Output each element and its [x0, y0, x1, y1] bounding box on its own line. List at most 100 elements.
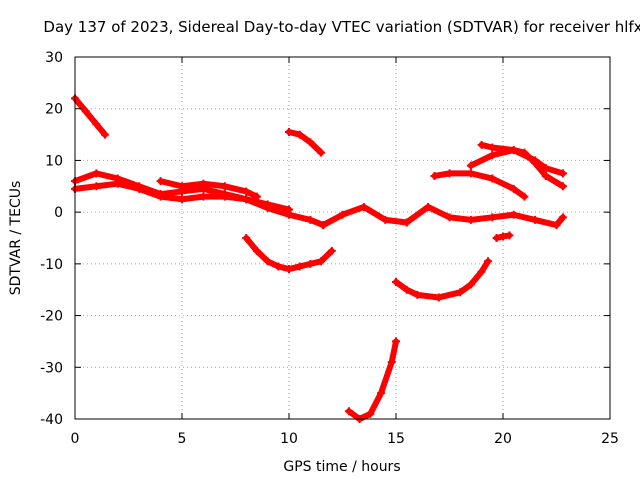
data-point [92, 169, 101, 178]
data-point [434, 293, 443, 302]
y-tick-label: 0 [54, 205, 63, 221]
x-tick-label: 5 [178, 431, 187, 447]
data-point [317, 148, 326, 157]
data-point [295, 130, 304, 139]
data-point [488, 213, 497, 222]
series-trail [286, 128, 325, 156]
data-point [156, 177, 165, 186]
data-point [252, 246, 261, 255]
plot-frame [74, 56, 611, 420]
grid-lines [75, 57, 610, 419]
data-point [466, 169, 475, 178]
data-point [285, 205, 293, 214]
data-point [392, 337, 400, 346]
data-point [466, 161, 475, 170]
data-point [306, 138, 315, 147]
data-point [92, 182, 101, 191]
data-point [558, 182, 567, 191]
data-point [509, 184, 518, 193]
x-tick-label: 10 [280, 431, 298, 447]
x-tick-label: 20 [494, 431, 512, 447]
data-point [505, 231, 514, 240]
data-point [359, 202, 368, 211]
data-point [387, 358, 396, 367]
data-point [531, 215, 540, 224]
data-point [274, 262, 283, 271]
y-tick-label: 30 [45, 50, 63, 66]
data-layer [71, 94, 567, 423]
data-point [492, 234, 501, 242]
data-point [100, 130, 109, 139]
data-point [252, 192, 261, 201]
y-axis-label: SDTVAR / TECUs [8, 181, 24, 296]
x-tick-label: 25 [601, 431, 619, 447]
series-arc-f [402, 202, 567, 230]
data-point [295, 262, 304, 271]
series-trail [403, 203, 566, 229]
y-tick-label: -10 [40, 257, 63, 273]
data-point [541, 171, 550, 180]
data-point [392, 277, 400, 286]
data-point [178, 182, 186, 191]
data-point [327, 246, 336, 255]
x-axis-label: GPS time / hours [283, 459, 400, 475]
y-tick-label: 20 [45, 102, 63, 118]
series-trail [72, 95, 108, 138]
data-point [484, 257, 493, 266]
x-tick-label: 0 [71, 431, 80, 447]
series-arc-a [71, 94, 109, 139]
data-point [92, 120, 101, 129]
data-point [113, 179, 122, 188]
data-point [445, 169, 454, 178]
series-trail [320, 203, 410, 229]
series-trail [345, 338, 399, 422]
data-point [178, 195, 186, 204]
series-trail [431, 170, 528, 200]
series-arc-h [242, 234, 336, 274]
data-point [156, 192, 165, 201]
data-point [220, 182, 229, 191]
data-point [456, 288, 465, 297]
y-tick-label: -20 [40, 309, 63, 325]
data-point [306, 215, 315, 224]
data-point [488, 143, 497, 152]
data-point [413, 290, 422, 299]
series-arc-c [71, 179, 293, 214]
data-point [499, 232, 507, 241]
series-arc-l [430, 169, 529, 201]
data-point [445, 213, 454, 222]
data-point [402, 285, 411, 294]
data-point [220, 192, 229, 201]
data-point [531, 159, 540, 168]
data-point [558, 169, 567, 178]
data-point [242, 234, 251, 242]
data-point [552, 221, 561, 230]
data-point [338, 210, 347, 219]
series-arc-k [492, 231, 514, 242]
data-point [477, 267, 486, 276]
y-tick-label: -40 [40, 412, 63, 428]
data-point [285, 265, 293, 274]
series-trail [393, 258, 492, 301]
data-point [477, 140, 486, 149]
y-tick-label: -30 [40, 360, 63, 376]
data-point [381, 215, 390, 224]
data-point [263, 257, 272, 266]
data-point [402, 218, 411, 227]
data-point [81, 107, 90, 116]
data-point [520, 192, 529, 201]
data-point [135, 184, 144, 193]
series-arc-i [344, 337, 400, 423]
data-point [488, 151, 497, 160]
data-point [488, 174, 497, 183]
y-tick-label: 10 [45, 153, 63, 169]
data-point [285, 127, 293, 136]
axis-ticks: 0 5 10 15 20 25 -40 -30 -20 -10 0 10 20 30 [40, 50, 619, 447]
series-arc-n [466, 146, 567, 191]
data-point [424, 202, 433, 211]
data-point [509, 210, 518, 219]
data-point [509, 146, 518, 155]
data-point [319, 221, 328, 230]
data-point [377, 389, 386, 398]
